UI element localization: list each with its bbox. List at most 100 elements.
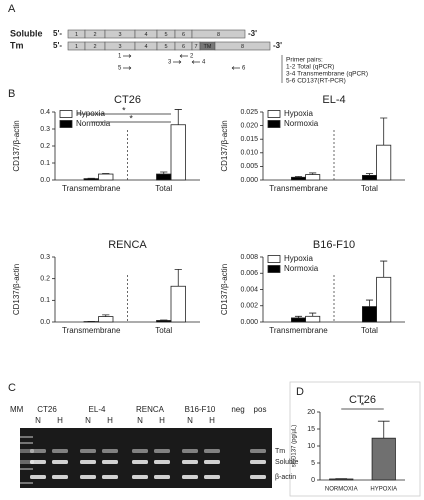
x-tick-label: Total <box>361 326 378 335</box>
gel-band <box>52 475 68 479</box>
band-label: Tm <box>275 448 285 455</box>
gel-band <box>182 475 198 479</box>
exon-label: 5 <box>164 44 167 50</box>
gel-band <box>250 475 266 479</box>
y-axis-label: CD137/β-actin <box>220 120 229 171</box>
exon-label: 7 <box>194 44 197 50</box>
gel-band <box>250 449 266 453</box>
y-tick-label: 0.002 <box>240 303 258 310</box>
error-bar <box>102 173 110 175</box>
gel-band <box>154 460 170 464</box>
y-tick-label: 0.3 <box>40 254 50 261</box>
exon-label: 1 <box>75 44 78 50</box>
lane-label: CT26 <box>37 405 57 414</box>
y-axis-label: CD137/β-actin <box>12 264 21 315</box>
primer-pair: 5-6 CD137(RT-PCR) <box>286 78 346 85</box>
gel-band <box>204 460 220 464</box>
gel-band <box>102 449 118 453</box>
gel-band <box>132 475 148 479</box>
condition-label: H <box>159 416 165 425</box>
error-bar <box>174 109 182 125</box>
bar <box>305 174 321 181</box>
three-prime: -3' <box>248 29 257 38</box>
lane-label: pos <box>254 405 267 414</box>
exon-label: 1 <box>75 32 78 38</box>
error-bar <box>380 117 388 146</box>
y-tick-label: 10 <box>307 443 315 450</box>
chart-title: EL-4 <box>322 94 345 106</box>
gel-band <box>250 460 266 464</box>
arrow-head <box>178 60 182 64</box>
bar <box>329 478 354 481</box>
ladder-band <box>19 442 33 444</box>
gel-band <box>80 460 96 464</box>
x-tick-label: Transmembrane <box>269 184 328 193</box>
y-tick-label: 5 <box>311 460 315 467</box>
panel-label: D <box>296 386 304 398</box>
panel-label: A <box>8 3 16 15</box>
y-tick-label: 0.0 <box>40 177 50 184</box>
x-tick-label: Transmembrane <box>62 326 121 335</box>
panel-label: B <box>8 88 15 100</box>
gel-band <box>52 460 68 464</box>
row-label: Tm <box>10 40 24 50</box>
y-tick-label: 0.1 <box>40 297 50 304</box>
error-bar <box>294 176 303 178</box>
band-label: Soluble <box>275 459 298 466</box>
arrow-head <box>179 54 183 58</box>
y-tick-label: 0.2 <box>40 143 50 150</box>
gel-band <box>204 475 220 479</box>
exon-label: 5 <box>164 32 167 38</box>
x-tick-label: Transmembrane <box>62 184 121 193</box>
chart-title: CT26 <box>114 94 141 106</box>
error-bar <box>309 172 317 175</box>
y-tick-label: 0.000 <box>240 177 258 184</box>
y-tick-label: 15 <box>307 426 315 433</box>
row-label: Soluble <box>10 28 43 38</box>
gel-band <box>204 449 220 453</box>
bar <box>361 306 377 323</box>
primer-label: 2 <box>190 54 194 60</box>
y-tick-label: 0.1 <box>40 160 50 167</box>
y-tick-label: 0.020 <box>240 122 258 129</box>
legend-swatch <box>59 120 73 128</box>
chart-title: CT26 <box>349 394 376 406</box>
panel-frame <box>289 381 421 497</box>
exon-label: 2 <box>93 44 96 50</box>
chart-title: RENCA <box>108 239 147 251</box>
ladder-band <box>19 482 33 484</box>
gel-band <box>102 460 118 464</box>
arrow-head <box>231 66 235 70</box>
significance-label: * <box>129 113 133 123</box>
y-tick-label: 0.008 <box>240 254 258 261</box>
legend-swatch <box>59 110 73 118</box>
legend-label: Normoxia <box>284 264 319 273</box>
bar <box>156 173 172 181</box>
primer-label: 1 <box>118 54 122 60</box>
y-tick-label: 0.025 <box>240 109 258 116</box>
arrow-head <box>128 66 132 70</box>
x-tick-label: Total <box>361 184 378 193</box>
y-tick-label: 0.015 <box>240 136 258 143</box>
bar <box>361 174 377 181</box>
legend-label: Normoxia <box>284 119 319 128</box>
band-label: β-actin <box>275 474 296 481</box>
error-bar <box>380 260 388 278</box>
y-tick-label: 0 <box>311 477 315 484</box>
primer-label: 6 <box>242 66 246 72</box>
error-bar <box>102 314 110 317</box>
primer-label: 5 <box>118 66 122 72</box>
gel-band <box>80 449 96 453</box>
bar <box>83 178 99 181</box>
ladder-band <box>19 468 33 470</box>
bar <box>305 315 321 323</box>
y-tick-label: 0.010 <box>240 150 258 157</box>
condition-label: N <box>85 416 91 425</box>
error-bar <box>377 420 390 439</box>
x-tick-label: HYPOXIA <box>370 487 397 493</box>
five-prime: 5'- <box>53 29 62 38</box>
exon-label: 4 <box>144 44 147 50</box>
exon <box>191 29 246 39</box>
gel-band <box>132 449 148 453</box>
